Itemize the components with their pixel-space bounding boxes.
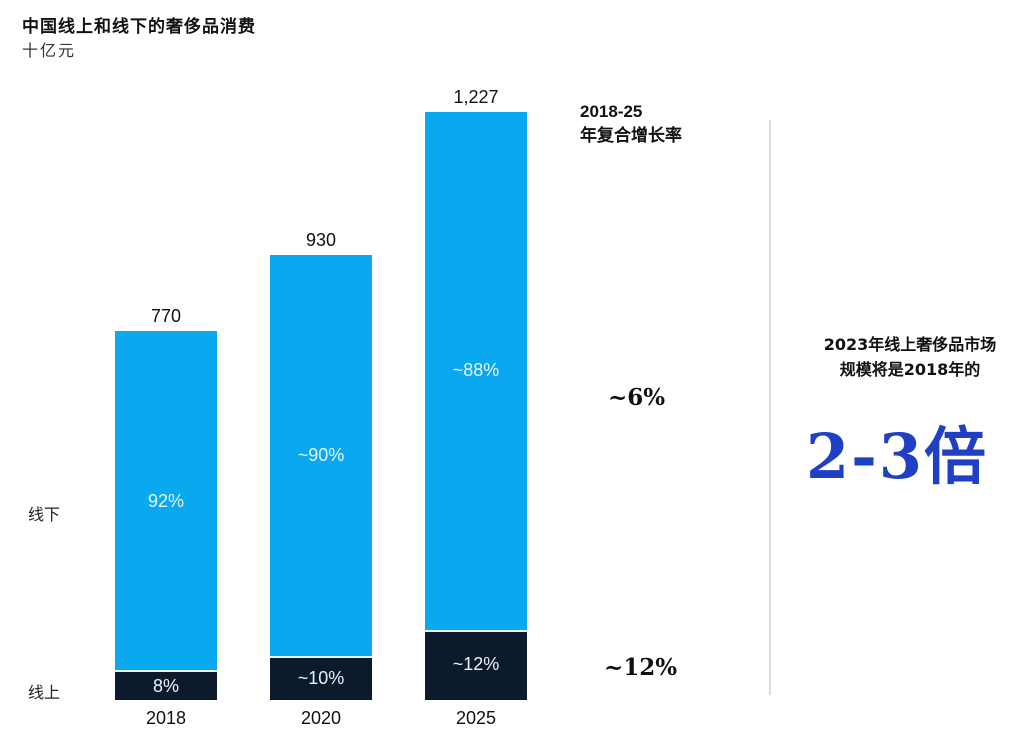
bar-segment-offline: 92% — [115, 331, 217, 670]
cagr-header: 2018-25 年复合增长率 — [580, 99, 682, 149]
legend-online: 线上 — [28, 683, 61, 702]
offline-pct-label: ~90% — [297, 445, 345, 465]
bar-2018: 92% 8% — [115, 331, 217, 700]
legend-offline: 线下 — [28, 505, 61, 524]
offline-pct-label: 92% — [147, 491, 185, 511]
x-tick-2018: 2018 — [145, 708, 187, 728]
cagr-online: ~12% — [604, 654, 678, 681]
cagr-offline: ~6% — [608, 384, 666, 411]
bar-segment-online: ~10% — [270, 656, 372, 700]
x-tick-2025: 2025 — [455, 708, 497, 728]
callout-text: 2023年线上奢侈品市场 规模将是2018年的 — [800, 332, 1020, 382]
bar-segment-offline: ~90% — [270, 255, 372, 656]
online-pct-label: ~10% — [297, 668, 345, 688]
callout-value: 2-3倍 — [806, 420, 989, 493]
divider-line — [769, 120, 771, 695]
online-pct-label: ~12% — [452, 654, 500, 674]
bar-total-2018: 770 — [150, 306, 182, 326]
x-tick-2020: 2020 — [300, 708, 342, 728]
chart-unit: 十亿元 — [22, 41, 77, 60]
bar-2020: ~90% ~10% — [270, 255, 372, 700]
callout-line-1: 2023年线上奢侈品市场 — [823, 335, 997, 354]
cagr-label: 年复合增长率 — [580, 126, 682, 146]
chart-title: 中国线上和线下的奢侈品消费 — [22, 17, 256, 37]
bar-2025: ~88% ~12% — [425, 112, 527, 700]
cagr-period: 2018-25 — [580, 102, 643, 121]
bar-segment-online: 8% — [115, 670, 217, 700]
bar-total-2025: 1,227 — [453, 87, 499, 107]
bar-segment-offline: ~88% — [425, 112, 527, 630]
callout-line-2: 规模将是2018年的 — [839, 360, 981, 379]
offline-pct-label: ~88% — [452, 360, 500, 380]
online-pct-label: 8% — [152, 676, 179, 696]
bar-segment-online: ~12% — [425, 630, 527, 700]
bar-total-2020: 930 — [305, 230, 337, 250]
